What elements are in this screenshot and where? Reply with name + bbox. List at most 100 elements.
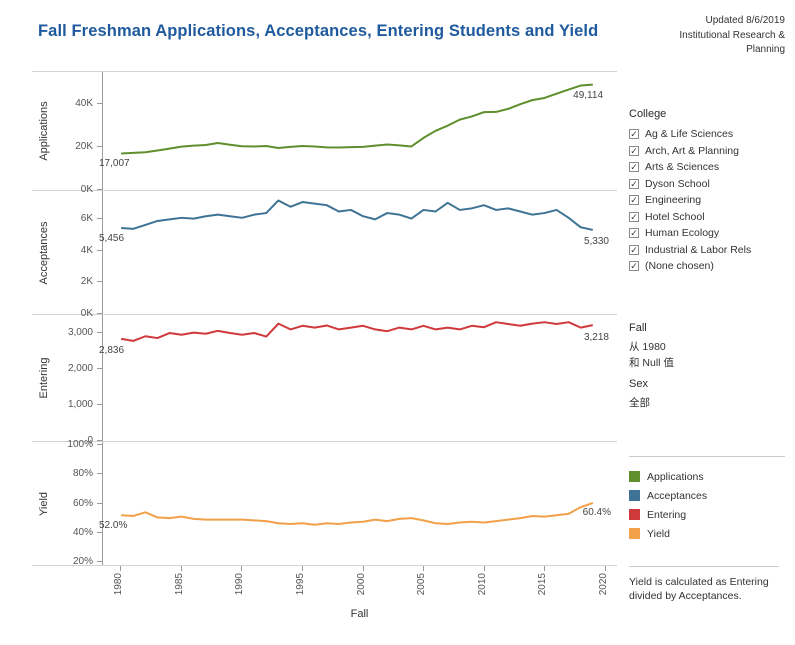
checkbox-icon[interactable]: ✓ xyxy=(629,145,639,156)
yield-line-chart[interactable] xyxy=(103,442,617,565)
y-tick-label: 3,000 xyxy=(67,327,93,338)
acceptances-line-chart[interactable] xyxy=(103,191,617,314)
y-tick-mark xyxy=(97,281,102,283)
y-tick-label: 60% xyxy=(72,497,93,509)
y-tick-label: 80% xyxy=(72,468,93,480)
legend-label: Yield xyxy=(647,527,670,540)
annotation-end: 60.4% xyxy=(582,507,611,518)
legend-label: Entering xyxy=(647,508,687,521)
y-tick-label: 40K xyxy=(75,98,93,110)
updated-line: Planning xyxy=(746,44,785,55)
checkbox-icon[interactable]: ✓ xyxy=(629,228,639,239)
y-tick-label: 1,000 xyxy=(67,399,93,411)
x-axis: 1980 1985 1990 1995 2000 2005 2010 2015 2020 xyxy=(32,566,617,606)
college-filter-item[interactable]: ✓ Engineering xyxy=(629,192,787,209)
y-tick-label: 4K xyxy=(80,244,93,256)
checkbox-icon[interactable]: ✓ xyxy=(629,195,639,206)
yield-plot[interactable]: 52.0% 60.4% xyxy=(99,442,617,565)
college-filter-label: Dyson School xyxy=(645,177,710,190)
x-tick-label: 2010 xyxy=(476,573,488,596)
y-axis-entering: 0 1,000 2,000 3,000 xyxy=(56,315,102,446)
line-series[interactable] xyxy=(121,322,593,341)
legend-item[interactable]: Acceptances xyxy=(629,486,785,505)
y-tick-mark xyxy=(97,531,102,533)
checkbox-icon[interactable]: ✓ xyxy=(629,211,639,222)
y-tick-mark xyxy=(97,332,102,333)
x-tick-label: 2015 xyxy=(537,573,549,596)
legend-swatch xyxy=(629,509,640,520)
college-filter-label: (None chosen) xyxy=(645,260,714,273)
checkbox-icon[interactable]: ✓ xyxy=(629,244,639,255)
college-filter-item[interactable]: ✓ Ag & Life Sciences xyxy=(629,126,787,143)
yield-panel: Yield 20% 40% 60% 80% 100% 52.0% 60.4% xyxy=(32,438,617,567)
entering-line-chart[interactable] xyxy=(103,315,617,441)
annotation-start: 2,836 xyxy=(99,345,125,356)
x-tick-mark xyxy=(483,566,485,571)
applications-line-chart[interactable] xyxy=(103,72,617,190)
x-tick-label: 1985 xyxy=(173,573,185,596)
checkbox-icon[interactable]: ✓ xyxy=(629,162,639,173)
y-tick-label: 2,000 xyxy=(67,363,93,375)
fall-filter-value: 和 Null 值 xyxy=(629,356,674,369)
line-series[interactable] xyxy=(121,200,593,229)
x-tick-mark xyxy=(544,566,546,571)
page-title: Fall Freshman Applications, Acceptances,… xyxy=(38,22,599,40)
checkbox-icon[interactable]: ✓ xyxy=(629,178,639,189)
college-filter-label: Ag & Life Sciences xyxy=(645,128,734,141)
yield-note: Yield is calculated as Entering divided … xyxy=(629,566,779,604)
checkbox-icon[interactable]: ✓ xyxy=(629,261,639,272)
legend-swatch xyxy=(629,471,640,482)
line-series[interactable] xyxy=(121,85,593,154)
college-filter-item[interactable]: ✓ Human Ecology xyxy=(629,225,787,242)
updated-line: Institutional Research & xyxy=(679,29,785,41)
checkbox-icon[interactable]: ✓ xyxy=(629,129,639,140)
y-tick-label: 2K xyxy=(80,276,93,288)
x-axis-spacer xyxy=(32,566,102,606)
x-tick-mark xyxy=(180,566,182,571)
acceptances-plot[interactable]: 5,456 5,330 xyxy=(99,191,617,314)
annotation-start: 17,007 xyxy=(99,158,130,169)
x-axis-ticks: 1980 1985 1990 1995 2000 2005 2010 2015 2020 xyxy=(102,566,617,606)
y-tick-mark xyxy=(97,103,102,105)
college-filter-item[interactable]: ✓ Industrial & Labor Rels xyxy=(629,242,787,259)
annotation-end: 3,218 xyxy=(583,332,609,343)
legend-label: Acceptances xyxy=(647,489,708,502)
college-filter-title: College xyxy=(629,108,667,120)
fall-filter: Fall 从 1980 和 Null 值 xyxy=(629,322,674,372)
y-tick-label: 0K xyxy=(80,308,93,319)
college-filter-item[interactable]: ✓ Dyson School xyxy=(629,176,787,193)
y-tick-mark xyxy=(97,440,102,441)
annotation-end: 49,114 xyxy=(573,90,603,101)
college-filter-item[interactable]: ✓ Hotel School xyxy=(629,209,787,226)
x-tick-mark xyxy=(362,566,364,571)
y-tick-mark xyxy=(97,404,102,405)
legend-item[interactable]: Entering xyxy=(629,505,785,524)
college-filter-label: Arch, Art & Planning xyxy=(645,144,739,157)
college-filter-label: Hotel School xyxy=(645,210,705,223)
legend-label: Applications xyxy=(647,470,704,483)
y-tick-label: 100% xyxy=(67,438,93,450)
x-tick-label: 1980 xyxy=(113,573,125,596)
sex-filter-title: Sex xyxy=(629,378,648,390)
college-filter-item[interactable]: ✓ Arts & Sciences xyxy=(629,159,787,176)
sex-filter: Sex 全部 xyxy=(629,378,650,412)
y-tick-mark xyxy=(97,313,102,314)
y-tick-label: 40% xyxy=(72,526,93,538)
fall-filter-title: Fall xyxy=(629,322,647,334)
sex-filter-value: 全部 xyxy=(629,397,650,409)
y-tick-label: 20K xyxy=(75,141,93,153)
y-tick-label: 6K xyxy=(80,213,93,225)
entering-plot[interactable]: 2,836 3,218 xyxy=(99,315,617,441)
college-filter-item[interactable]: ✓ Arch, Art & Planning xyxy=(629,143,787,160)
legend-item[interactable]: Yield xyxy=(629,524,785,543)
x-tick-mark xyxy=(423,566,425,571)
y-axis-title-entering: Entering xyxy=(38,357,50,399)
college-filter-item[interactable]: ✓ (None chosen) xyxy=(629,258,787,275)
legend-list: Applications Acceptances Entering Yield xyxy=(629,467,785,543)
applications-plot[interactable]: 17,007 49,114 xyxy=(99,72,617,190)
legend-item[interactable]: Applications xyxy=(629,467,785,486)
line-series[interactable] xyxy=(121,503,593,525)
college-filter: College ✓ Ag & Life Sciences ✓ Arch, Art & … xyxy=(629,108,787,275)
fall-filter-value: 从 1980 xyxy=(629,341,666,353)
